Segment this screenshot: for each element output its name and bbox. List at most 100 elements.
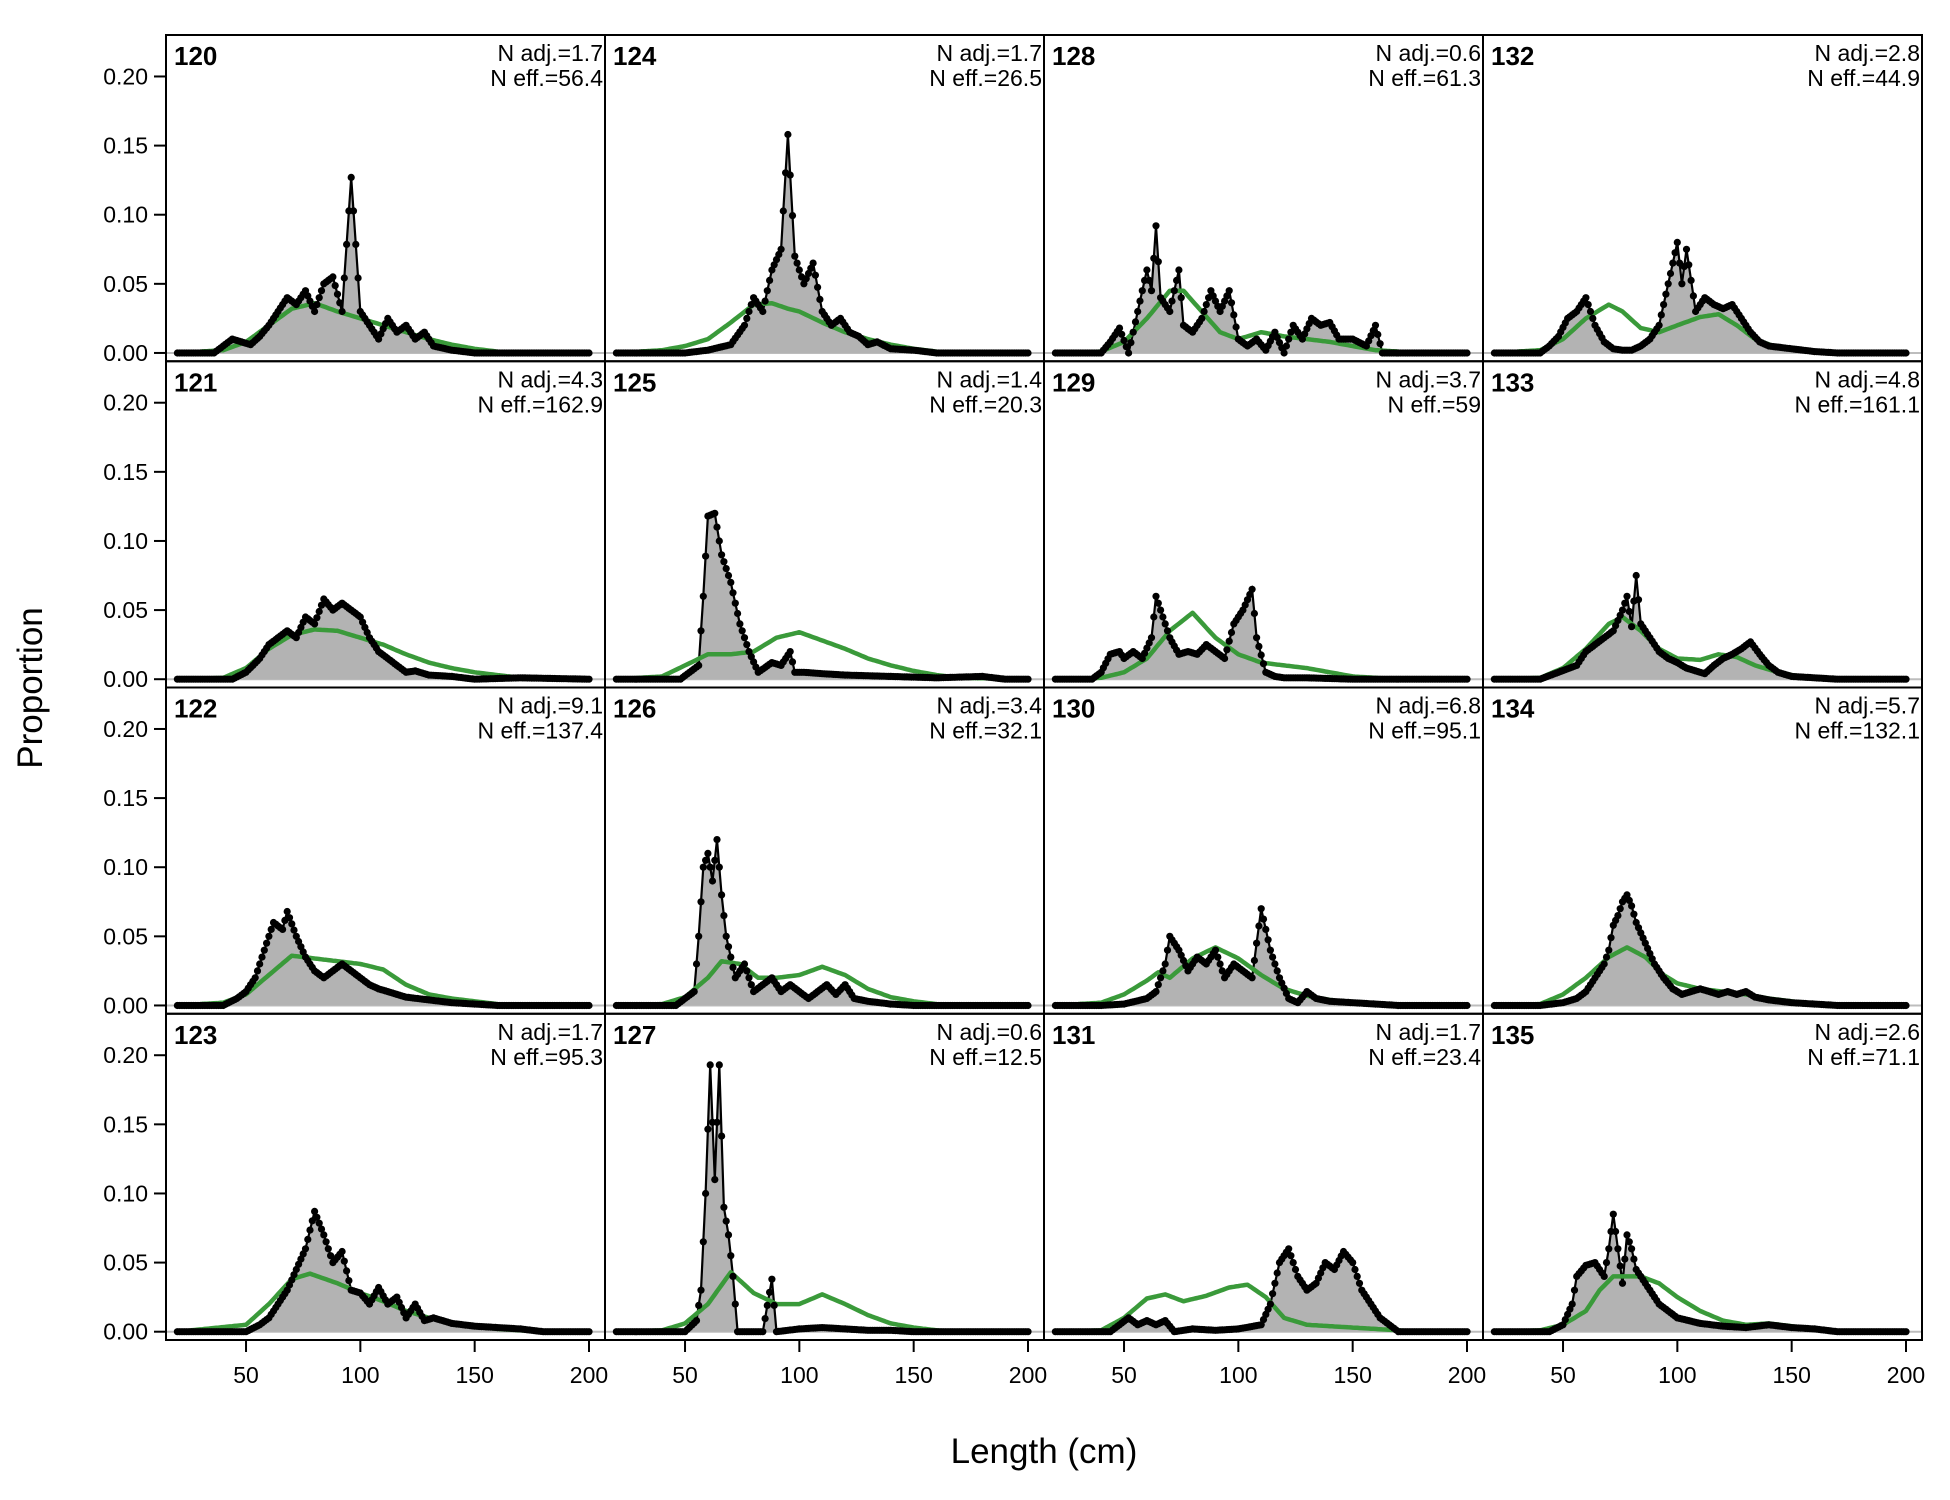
observed-point	[745, 307, 753, 316]
observed-point	[1673, 238, 1681, 246]
observed-point	[1349, 1259, 1357, 1267]
observed-point	[770, 1301, 778, 1309]
observed-point	[1625, 1238, 1633, 1246]
observed-point	[713, 523, 721, 531]
observed-area	[1055, 1248, 1467, 1332]
observed-point	[1216, 960, 1224, 968]
observed-point	[695, 1301, 703, 1309]
x-tick-label: 50	[672, 1362, 698, 1388]
observed-point	[1628, 1245, 1636, 1253]
observed-point	[336, 299, 344, 307]
observed-point	[315, 1219, 323, 1227]
panel-127: 127 N adj.=0.6N eff.=12.5	[604, 1012, 1045, 1341]
n-adj-label: N adj.=1.7	[937, 40, 1043, 66]
observed-point	[1266, 1300, 1274, 1308]
observed-point	[1211, 946, 1220, 954]
observed-point	[1623, 891, 1631, 899]
n-adj-label: N adj.=1.7	[1376, 1019, 1482, 1045]
observed-point	[699, 863, 707, 871]
observed-point	[1623, 592, 1631, 600]
observed-point	[759, 1328, 767, 1336]
observed-point	[793, 259, 801, 267]
n-eff-label: N eff.=32.1	[929, 718, 1042, 744]
observed-point	[1618, 606, 1627, 614]
observed-point	[354, 274, 362, 282]
observed-point	[1024, 675, 1032, 683]
observed-point	[1152, 222, 1160, 230]
n-adj-label: N adj.=4.8	[1815, 366, 1921, 392]
observed-point	[1621, 599, 1629, 607]
observed-point	[1666, 269, 1675, 278]
observed-point	[1266, 946, 1274, 954]
n-adj-label: N adj.=3.4	[937, 693, 1043, 719]
observed-point	[1154, 981, 1162, 989]
observed-point	[304, 1235, 312, 1243]
observed-point	[1159, 613, 1167, 621]
panel-134: 134 N adj.=5.7N eff.=132.1	[1482, 686, 1923, 1015]
y-tick-label: 0.15	[103, 785, 148, 811]
observed-point	[727, 578, 735, 587]
observed-point	[1024, 349, 1032, 357]
observed-point	[713, 1118, 721, 1126]
observed-point	[313, 301, 321, 309]
y-tick-label: 0.15	[103, 133, 148, 159]
observed-point	[331, 282, 339, 290]
observed-point	[1157, 974, 1165, 982]
observed-point	[347, 173, 355, 181]
panel-id-label: 130	[1052, 694, 1095, 724]
observed-point	[258, 953, 266, 961]
x-tick-label: 100	[1658, 1362, 1696, 1388]
observed-point	[338, 307, 346, 316]
n-eff-label: N eff.=137.4	[477, 718, 603, 744]
observed-area	[177, 599, 589, 680]
observed-point	[1214, 953, 1222, 961]
observed-point	[1248, 974, 1256, 982]
y-tick-label: 0.15	[103, 459, 148, 485]
observed-point	[786, 171, 794, 179]
observed-point	[763, 1301, 771, 1309]
observed-point	[777, 245, 785, 253]
observed-point	[1287, 1252, 1295, 1260]
observed-point	[692, 960, 701, 968]
n-eff-label: N eff.=26.5	[929, 65, 1042, 91]
n-eff-label: N eff.=71.1	[1807, 1044, 1920, 1070]
n-adj-label: N adj.=6.8	[1376, 693, 1482, 719]
observed-point	[349, 207, 358, 215]
observed-point	[1600, 960, 1608, 968]
observed-point	[1225, 637, 1233, 645]
observed-point	[343, 1267, 351, 1275]
observed-point	[690, 988, 698, 996]
x-axis-label: Length (cm)	[951, 1432, 1138, 1471]
y-tick-label: 0.05	[103, 597, 148, 623]
observed-point	[338, 1247, 346, 1256]
observed-point	[788, 658, 797, 666]
observed-point	[343, 240, 351, 248]
observed-point	[727, 953, 735, 961]
y-tick-label: 0.20	[103, 63, 148, 89]
observed-point	[1605, 1245, 1613, 1253]
observed-point	[784, 130, 792, 139]
panel-id-label: 134	[1491, 694, 1535, 724]
observed-point	[711, 1176, 719, 1184]
observed-point	[1257, 905, 1265, 913]
observed-point	[715, 537, 723, 545]
observed-point	[702, 856, 710, 864]
y-tick-label: 0.10	[103, 202, 148, 228]
observed-point	[1198, 314, 1206, 322]
observed-point	[1118, 330, 1126, 338]
observed-point	[695, 932, 703, 940]
observed-point	[795, 266, 803, 274]
x-tick-label: 200	[1887, 1362, 1925, 1388]
observed-point	[1225, 287, 1233, 295]
observed-point	[1621, 1255, 1629, 1263]
observed-point	[761, 1315, 769, 1323]
n-eff-label: N eff.=132.1	[1794, 718, 1920, 744]
observed-point	[734, 609, 742, 618]
observed-point	[260, 946, 268, 954]
x-tick-label: 150	[1333, 1362, 1371, 1388]
observed-point	[1602, 1259, 1611, 1267]
observed-area	[1055, 225, 1467, 353]
observed-point	[256, 960, 264, 968]
observed-point	[333, 290, 342, 298]
observed-point	[1355, 1279, 1364, 1287]
